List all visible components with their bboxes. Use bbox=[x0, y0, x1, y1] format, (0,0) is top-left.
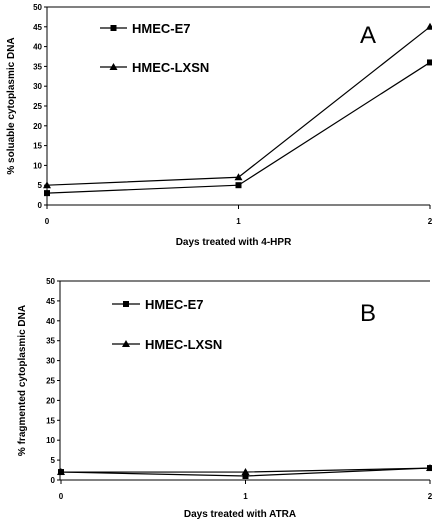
data-point-square bbox=[235, 182, 242, 189]
legend-label: HMEC-LXSN bbox=[145, 337, 222, 352]
y-tick-label: 45 bbox=[33, 23, 42, 32]
y-tick-label: 45 bbox=[46, 297, 55, 306]
y-tick-label: 0 bbox=[51, 476, 56, 485]
y-tick-label: 5 bbox=[51, 456, 56, 465]
y-tick-label: 50 bbox=[46, 277, 55, 286]
chart-panel-a: 0 5 10 15 20 25 30 35 40 45 50 0 1 2 Days treated with… bbox=[6, 3, 432, 248]
y-tick-label: 15 bbox=[46, 416, 55, 425]
y-tick-label: 35 bbox=[46, 337, 55, 346]
data-point-triangle bbox=[43, 181, 51, 189]
legend-entry: HMEC-E7 bbox=[100, 21, 191, 36]
y-tick-label: 50 bbox=[33, 3, 42, 12]
data-point-triangle bbox=[57, 468, 65, 476]
data-point-triangle bbox=[426, 22, 432, 30]
legend-entry: HMEC-LXSN bbox=[112, 337, 222, 352]
data-point-triangle bbox=[234, 173, 243, 181]
x-axis-label: Days treated with ATRA bbox=[184, 509, 296, 520]
series-hmec-lxsn bbox=[43, 22, 432, 189]
x-tick-label: 2 bbox=[428, 492, 432, 501]
x-axis-label: Days treated with 4-HPR bbox=[176, 237, 292, 248]
data-point-square bbox=[242, 473, 249, 480]
x-tick-label: 1 bbox=[236, 217, 241, 226]
x-tick-label: 2 bbox=[428, 217, 432, 226]
y-tick-label: 25 bbox=[33, 102, 42, 111]
y-axis-label: % soluable cytoplasmic DNA bbox=[6, 37, 17, 174]
legend-marker-square bbox=[123, 301, 129, 307]
series-hmec-e7 bbox=[44, 59, 432, 197]
y-axis-label: % fragmented cytoplasmic DNA bbox=[17, 305, 28, 456]
legend-marker-square bbox=[110, 25, 117, 31]
legend-label: HMEC-E7 bbox=[132, 21, 191, 36]
y-tick-label: 40 bbox=[46, 317, 55, 326]
legend-label: HMEC-LXSN bbox=[132, 60, 209, 75]
y-tick-label: 10 bbox=[46, 436, 55, 445]
data-point-triangle bbox=[241, 468, 250, 476]
y-tick-label: 5 bbox=[38, 181, 43, 190]
legend-marker-triangle bbox=[109, 63, 118, 70]
x-tick-label: 0 bbox=[59, 492, 64, 501]
data-point-square bbox=[44, 190, 50, 197]
data-point-triangle bbox=[426, 464, 432, 472]
data-point-square bbox=[427, 59, 432, 66]
y-tick-label: 15 bbox=[33, 142, 42, 151]
y-tick-label: 40 bbox=[33, 43, 42, 52]
x-tick-label: 0 bbox=[45, 217, 50, 226]
panel-label: B bbox=[360, 300, 376, 327]
y-tick-label: 10 bbox=[33, 161, 42, 170]
y-tick-label: 20 bbox=[46, 396, 55, 405]
legend-marker-triangle bbox=[122, 340, 130, 347]
y-tick-label: 30 bbox=[46, 357, 55, 366]
legend-label: HMEC-E7 bbox=[145, 297, 204, 312]
series-hmec-lxsn bbox=[57, 464, 432, 476]
panel-label: A bbox=[360, 22, 376, 49]
x-tick-label: 1 bbox=[243, 492, 248, 501]
y-tick-label: 0 bbox=[38, 201, 43, 210]
legend-entry: HMEC-E7 bbox=[112, 297, 204, 312]
y-tick-label: 35 bbox=[33, 62, 42, 71]
chart-panel-b: 0 5 10 15 20 25 30 35 40 45 50 0 1 2 Days treated with… bbox=[17, 277, 432, 520]
y-tick-label: 30 bbox=[33, 82, 42, 91]
series-line bbox=[46, 26, 431, 186]
y-tick-label: 25 bbox=[46, 377, 55, 386]
legend-entry: HMEC-LXSN bbox=[100, 60, 209, 75]
y-tick-label: 20 bbox=[33, 122, 42, 131]
